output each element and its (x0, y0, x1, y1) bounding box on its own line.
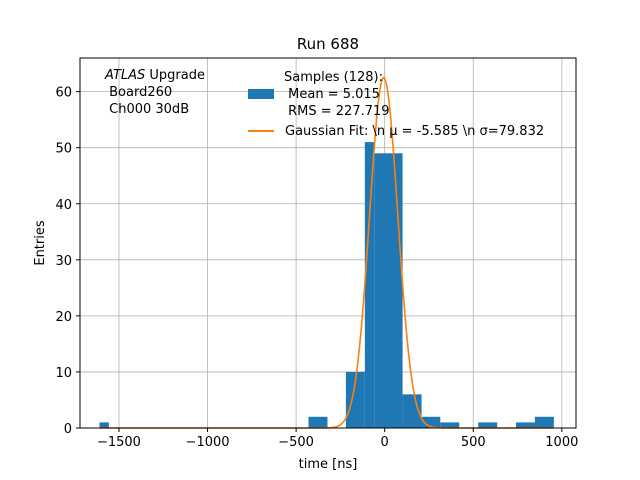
histogram-bars (99, 142, 554, 428)
legend: Samples (128): Mean = 5.015 RMS = 227.71… (248, 70, 544, 139)
histogram-bar (308, 416, 328, 428)
board-label: Board260 (105, 85, 172, 100)
legend-samples-line: Mean = 5.015 (284, 87, 380, 102)
x-tick-label: 1000 (545, 435, 578, 450)
histogram-bar (99, 422, 109, 428)
y-tick-label: 30 (55, 254, 72, 269)
histogram-bar (421, 416, 441, 428)
legend-label-fit: Gaussian Fit: \n μ = -5.585 \n σ=79.832 (285, 124, 544, 139)
x-axis-label: time [ns] (299, 457, 358, 472)
atlas-annotation: ATLAS Upgrade Board260 Ch000 30dB (104, 68, 205, 117)
legend-samples-line: RMS = 227.719 (284, 104, 390, 119)
svg-text:ATLAS Upgrade: ATLAS Upgrade (104, 68, 205, 83)
legend-label-samples: Samples (128): Mean = 5.015 RMS = 227.71… (284, 70, 390, 119)
histogram-bar (534, 416, 554, 428)
histogram-bar (515, 422, 535, 428)
histogram-bar (345, 371, 365, 428)
legend-samples-line: Samples (128): (284, 70, 383, 85)
atlas-label: ATLAS (104, 68, 145, 83)
y-axis-label: Entries (33, 220, 48, 266)
y-tick-label: 50 (55, 142, 72, 157)
x-tick-label: −1500 (97, 435, 141, 450)
y-tick-label: 40 (55, 198, 72, 213)
histogram-bar (478, 422, 498, 428)
plot-frame (79, 57, 577, 429)
upgrade-label: Upgrade (145, 68, 205, 83)
chart-title: Run 688 (297, 35, 359, 53)
x-tick-label: 500 (461, 435, 486, 450)
y-axis-ticks: 0 10 20 30 40 50 60 (55, 86, 80, 437)
x-tick-label: −1000 (186, 435, 230, 450)
grid-layer (80, 58, 576, 429)
histogram-bar (440, 422, 460, 428)
x-axis-ticks: −1500 −1000 −500 0 500 1000 (97, 428, 578, 450)
y-tick-label: 10 (55, 366, 72, 381)
histogram-bar (364, 142, 375, 428)
x-tick-label: −500 (278, 435, 314, 450)
histogram-bar (374, 153, 403, 428)
channel-label: Ch000 30dB (105, 102, 189, 117)
y-tick-label: 60 (55, 86, 72, 101)
y-tick-label: 20 (55, 310, 72, 325)
x-tick-label: 0 (381, 435, 389, 450)
legend-swatch-samples (248, 89, 274, 99)
y-tick-label: 0 (64, 422, 72, 437)
